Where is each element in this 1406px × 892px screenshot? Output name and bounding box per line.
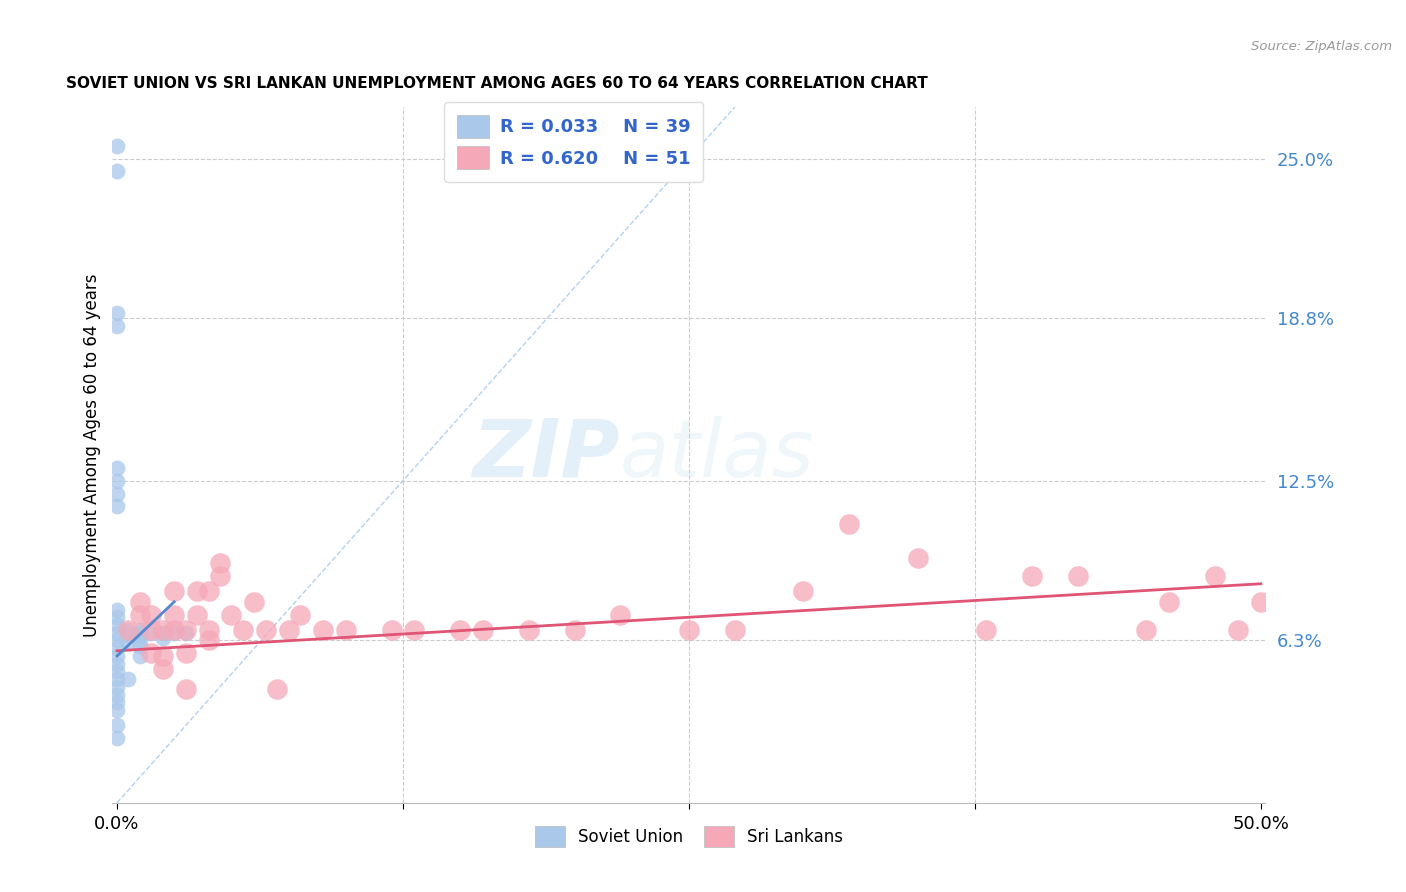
Point <box>105 672 128 686</box>
Point <box>105 618 128 632</box>
Point <box>105 625 128 640</box>
Point <box>266 682 288 697</box>
Point <box>129 595 152 609</box>
Point <box>678 623 700 637</box>
Point <box>724 623 747 637</box>
Point <box>129 607 152 622</box>
Point <box>163 584 186 599</box>
Point <box>163 607 186 622</box>
Point <box>129 623 152 637</box>
Point <box>117 623 139 637</box>
Point <box>472 623 495 637</box>
Point <box>208 556 231 570</box>
Point <box>838 517 860 532</box>
Point <box>288 607 311 622</box>
Text: atlas: atlas <box>620 416 814 494</box>
Point <box>105 680 128 694</box>
Point <box>1226 623 1249 637</box>
Point <box>1067 569 1090 583</box>
Point <box>117 636 139 650</box>
Point <box>105 474 128 488</box>
Point <box>232 623 254 637</box>
Point <box>163 625 186 640</box>
Point <box>517 623 540 637</box>
Point <box>197 623 219 637</box>
Point <box>907 551 929 566</box>
Point <box>105 731 128 746</box>
Point <box>105 665 128 679</box>
Point <box>105 460 128 475</box>
Point <box>105 695 128 709</box>
Point <box>105 602 128 616</box>
Point <box>312 623 335 637</box>
Point <box>129 628 152 642</box>
Text: Source: ZipAtlas.com: Source: ZipAtlas.com <box>1251 40 1392 54</box>
Point <box>105 718 128 732</box>
Point <box>105 610 128 624</box>
Text: SOVIET UNION VS SRI LANKAN UNEMPLOYMENT AMONG AGES 60 TO 64 YEARS CORRELATION CH: SOVIET UNION VS SRI LANKAN UNEMPLOYMENT … <box>66 76 928 91</box>
Point <box>141 625 163 640</box>
Point <box>186 607 208 622</box>
Point <box>117 623 139 637</box>
Point <box>105 319 128 334</box>
Point <box>105 633 128 648</box>
Point <box>254 623 277 637</box>
Point <box>152 631 174 645</box>
Point <box>197 584 219 599</box>
Point <box>105 164 128 178</box>
Point <box>152 625 174 640</box>
Point <box>152 623 174 637</box>
Point <box>1159 595 1181 609</box>
Point <box>277 623 299 637</box>
Point <box>152 662 174 676</box>
Point <box>404 623 426 637</box>
Point <box>1021 569 1043 583</box>
Point <box>105 648 128 663</box>
Point <box>564 623 586 637</box>
Point <box>449 623 471 637</box>
Point <box>129 633 152 648</box>
Point <box>1204 569 1226 583</box>
Point <box>105 500 128 514</box>
Point <box>163 623 186 637</box>
Point <box>105 641 128 656</box>
Point <box>105 306 128 320</box>
Point <box>243 595 266 609</box>
Point <box>117 672 139 686</box>
Point <box>792 584 814 599</box>
Point <box>174 646 197 660</box>
Point <box>141 623 163 637</box>
Point <box>105 657 128 671</box>
Y-axis label: Unemployment Among Ages 60 to 64 years: Unemployment Among Ages 60 to 64 years <box>83 273 101 637</box>
Point <box>141 646 163 660</box>
Point <box>129 639 152 653</box>
Point <box>117 628 139 642</box>
Point <box>129 648 152 663</box>
Point <box>1135 623 1157 637</box>
Point <box>105 138 128 153</box>
Point <box>1250 595 1272 609</box>
Point <box>208 569 231 583</box>
Point <box>174 625 197 640</box>
Point <box>174 623 197 637</box>
Point <box>186 584 208 599</box>
Point <box>141 607 163 622</box>
Point <box>609 607 631 622</box>
Point <box>976 623 998 637</box>
Point <box>129 625 152 640</box>
Point <box>105 486 128 500</box>
Point <box>335 623 357 637</box>
Text: ZIP: ZIP <box>472 416 620 494</box>
Point <box>197 633 219 648</box>
Point <box>380 623 402 637</box>
Point <box>105 688 128 702</box>
Point <box>174 682 197 697</box>
Point <box>221 607 243 622</box>
Point <box>152 648 174 663</box>
Point <box>105 703 128 717</box>
Legend: Soviet Union, Sri Lankans: Soviet Union, Sri Lankans <box>529 819 849 854</box>
